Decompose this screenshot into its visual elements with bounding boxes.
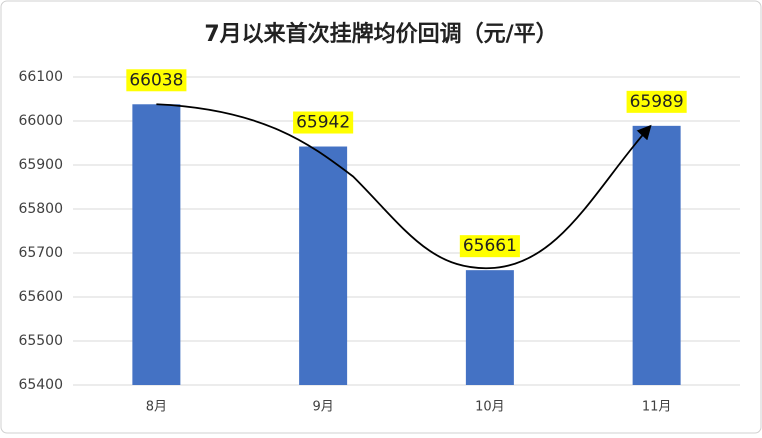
y-tick-label: 65700 <box>18 245 63 261</box>
data-label: 65942 <box>296 113 350 133</box>
data-label-bg <box>126 69 187 92</box>
bar <box>299 146 348 385</box>
y-tick-label: 66100 <box>18 69 63 85</box>
data-label-bg <box>626 90 687 113</box>
y-tick-label: 65400 <box>18 377 63 393</box>
x-tick-label: 10月 <box>475 400 505 415</box>
data-label-bg <box>459 235 520 258</box>
bar <box>632 125 681 385</box>
data-label: 66038 <box>129 70 183 90</box>
y-tick-label: 65500 <box>18 333 63 349</box>
data-label: 65661 <box>463 236 517 256</box>
trend-arrow <box>156 103 652 270</box>
y-tick-label: 65600 <box>18 289 63 305</box>
x-tick-label: 8月 <box>146 400 167 415</box>
x-tick-label: 9月 <box>312 400 333 415</box>
data-label-bg <box>293 111 354 134</box>
y-tick-label: 65800 <box>18 201 63 217</box>
y-tick-label: 65900 <box>18 157 63 173</box>
chart-title: 7月以来首次挂牌均价回调（元/平） <box>204 21 557 47</box>
x-tick-label: 11月 <box>642 400 672 415</box>
data-label: 65989 <box>630 92 684 112</box>
bar <box>465 270 514 385</box>
bar <box>132 104 181 385</box>
y-tick-label: 66000 <box>18 113 63 129</box>
